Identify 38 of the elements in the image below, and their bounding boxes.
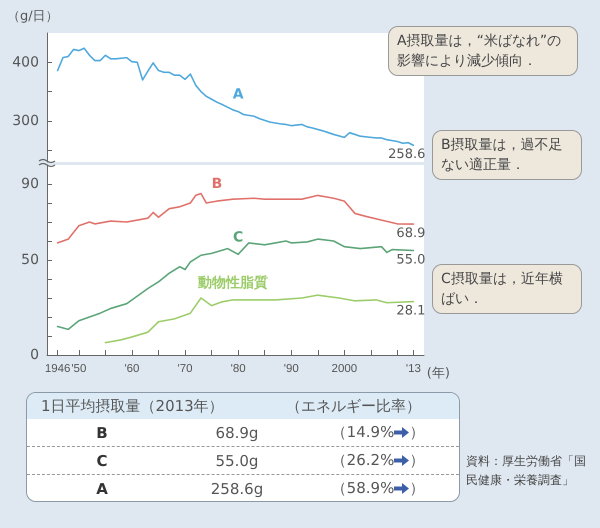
data-label: 55.0: [396, 252, 426, 268]
text: 資料：厚生労働省「国民健康・栄養調査」: [466, 453, 587, 489]
x-tick-label: '80: [230, 363, 246, 375]
x-tick-label: '13: [406, 363, 421, 375]
series-label: 動物性脂質: [196, 274, 268, 291]
text: 55.0g: [216, 452, 258, 470]
text: （エネルギー比率）: [286, 396, 422, 416]
y-tick-label: 400: [12, 54, 39, 70]
series-label: B: [212, 176, 222, 192]
series-label: A: [232, 86, 244, 103]
y-axis-title: （g/日）: [7, 9, 59, 24]
text: （58.9%）: [330, 479, 426, 498]
y-tick-label: 0: [30, 347, 39, 363]
y-tick-label: 90: [21, 176, 39, 192]
x-tick-label: '90: [284, 363, 299, 375]
x-tick-label: '50: [71, 363, 86, 375]
data-label: 68.9: [396, 226, 426, 242]
text: （14.9%）: [330, 423, 426, 442]
text: （26.2%）: [330, 451, 426, 470]
annotation: A摂取量は，“米ばなれ”の影響により減少傾向．: [388, 26, 578, 76]
text: 1日平均摂取量（2013年）: [40, 396, 225, 416]
x-axis-title: (年): [426, 366, 450, 381]
text: C摂取量は，近年横ばい．: [432, 264, 582, 314]
text: B摂取量は，過不足ない適正量．: [432, 130, 582, 180]
text: 68.9g: [216, 424, 258, 442]
y-tick-label: 50: [21, 252, 39, 268]
data-label: 258.6: [388, 147, 426, 162]
y-tick-label: 300: [12, 112, 39, 129]
x-tick-label: '70: [178, 363, 193, 375]
category-label: A: [95, 480, 109, 498]
text: 258.6g: [210, 480, 264, 498]
data-label: 28.1: [396, 304, 426, 319]
x-tick-label: 2000: [332, 363, 358, 375]
series-label: C: [233, 229, 244, 246]
category-label: B: [95, 424, 109, 442]
x-tick-label: 1946: [44, 363, 70, 375]
category-label: C: [95, 452, 108, 470]
x-tick-label: '60: [124, 363, 140, 375]
